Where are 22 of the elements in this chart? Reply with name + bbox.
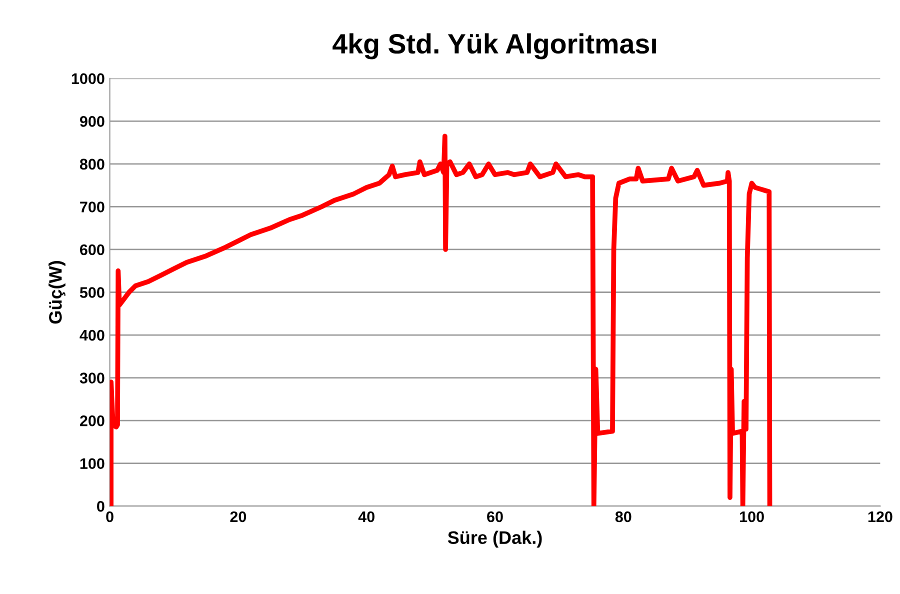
y-tick-label: 700 — [80, 202, 104, 212]
y-axis-title: Güç(W) — [48, 261, 66, 324]
y-tick-label: 900 — [80, 116, 104, 127]
x-tick-label: 20 — [230, 511, 246, 522]
y-tick-label: 600 — [80, 244, 104, 256]
chart-title: 4kg Std. Yük Algoritması — [332, 33, 656, 60]
y-tick-label: 800 — [80, 158, 104, 170]
x-tick-label: 120 — [868, 511, 892, 522]
y-tick-label: 1000 — [72, 73, 104, 84]
y-tick-label: 500 — [80, 287, 104, 298]
x-tick-label: 100 — [740, 511, 764, 522]
y-tick-label: 0 — [97, 500, 104, 512]
x-tick-label: 0 — [106, 511, 114, 522]
y-tick-label: 100 — [80, 458, 104, 470]
x-axis-title: Süre (Dak.) — [448, 530, 542, 548]
line-series — [110, 134, 772, 506]
y-tick-label: 300 — [80, 372, 104, 384]
x-tick-label: 60 — [487, 511, 503, 522]
y-tick-label: 400 — [80, 330, 104, 341]
y-tick-label: 200 — [80, 415, 104, 426]
x-tick-label: 80 — [615, 511, 632, 522]
x-tick-label: 40 — [358, 511, 374, 522]
